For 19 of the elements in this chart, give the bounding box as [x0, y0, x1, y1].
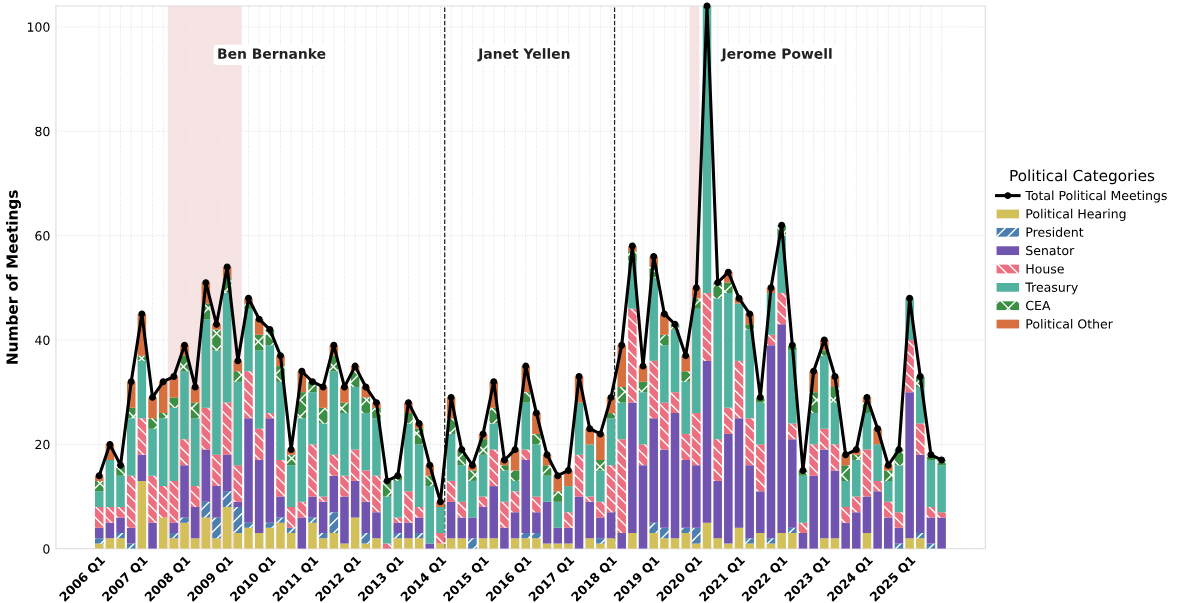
y-tick-label: 0 — [43, 544, 50, 554]
legend-label: Total Political Meetings — [1025, 190, 1167, 203]
y-axis-title: Number of Meetings — [6, 190, 21, 364]
legend-label: President — [1026, 227, 1084, 237]
y-tick-label: 80 — [35, 126, 50, 137]
legend-label: Political Hearing — [1026, 208, 1126, 221]
annotation: Janet Yellen — [477, 48, 570, 62]
y-tick-label: 40 — [35, 335, 50, 345]
y-tick-label: 60 — [35, 231, 50, 241]
annotation: Jerome Powell — [720, 48, 832, 62]
y-tick-label: 20 — [35, 439, 50, 450]
legend-label: Political Other — [1026, 318, 1113, 329]
legend-label: House — [1026, 264, 1064, 274]
legend-label: Senator — [1026, 245, 1075, 256]
legend-label: CEA — [1026, 300, 1051, 311]
y-tick-label: 100 — [27, 22, 50, 32]
legend-title: Political Categories — [1010, 169, 1155, 185]
annotation: Ben Bernanke — [218, 48, 326, 59]
legend-label: Treasury — [1025, 282, 1078, 295]
